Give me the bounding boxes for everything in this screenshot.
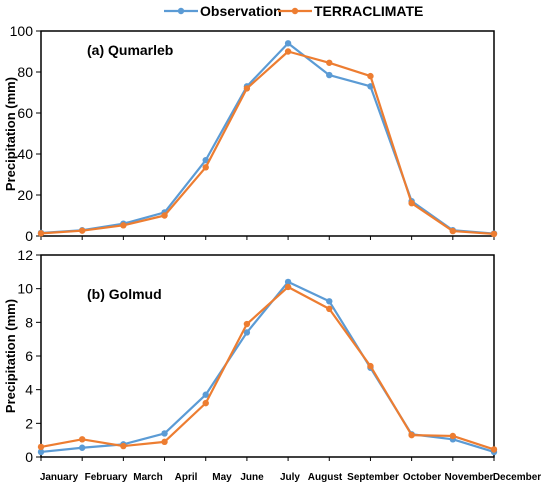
panel-a-ylabel: Precipitation (mm) bbox=[3, 77, 18, 191]
legend-observation-label: Observation bbox=[200, 3, 282, 19]
panel-a-point-terraclimate bbox=[78, 227, 86, 234]
panel-a-point-observation bbox=[326, 71, 333, 79]
panel-b-ytick-label: 10 bbox=[17, 281, 33, 297]
legend-entry-observation: Observation bbox=[164, 3, 282, 19]
panel-b-xtick-label: April bbox=[175, 472, 198, 483]
panel-b-ylabel: Precipitation (mm) bbox=[3, 299, 18, 413]
panel-b: (b) Golmud Precipitation (mm) 024681012 … bbox=[3, 247, 541, 483]
panel-b-xtick-label: September bbox=[347, 472, 399, 483]
panel-a-point-observation bbox=[202, 156, 209, 164]
panel-b-ytick-label: 8 bbox=[25, 314, 33, 330]
panel-b-ytick-label: 4 bbox=[25, 382, 33, 398]
panel-a-yticks: 0 20 40 60 80 100 bbox=[10, 23, 41, 244]
panel-b-xtick-label: July bbox=[280, 472, 300, 483]
panel-b-xtick-label: October bbox=[403, 472, 441, 483]
panel-a-series-line-terraclimate bbox=[40, 50, 495, 236]
panel-a-ytick-label: 0 bbox=[25, 228, 33, 244]
legend: Observation TERRACLIMATE bbox=[164, 3, 423, 19]
panel-b-series bbox=[37, 278, 498, 461]
panel-b-point-observation bbox=[326, 298, 333, 305]
legend-observation-marker bbox=[177, 7, 185, 15]
panel-b-point-terraclimate bbox=[284, 283, 292, 291]
panel-b-point-observation bbox=[202, 391, 209, 398]
panel-b-ytick-label: 12 bbox=[17, 247, 33, 263]
panel-a-point-terraclimate bbox=[367, 72, 374, 80]
panel-b-point-terraclimate bbox=[161, 438, 168, 446]
legend-terraclimate-label: TERRACLIMATE bbox=[314, 3, 423, 19]
panel-a-point-terraclimate bbox=[449, 227, 457, 235]
panel-a-ytick-label: 40 bbox=[17, 146, 33, 162]
panel-a-point-terraclimate bbox=[408, 200, 415, 207]
panel-a-point-terraclimate bbox=[326, 59, 333, 66]
panel-b-point-terraclimate bbox=[326, 305, 333, 313]
panel-a-title: (a) Qumarleb bbox=[87, 42, 173, 58]
panel-b-point-observation bbox=[78, 444, 86, 451]
panel-b-point-observation bbox=[243, 329, 251, 336]
panel-b-ytick-label: 2 bbox=[25, 415, 33, 431]
legend-terraclimate-marker bbox=[291, 7, 299, 15]
panel-b-point-terraclimate bbox=[78, 436, 86, 443]
panel-b-point-terraclimate bbox=[120, 442, 127, 450]
panel-a-point-terraclimate bbox=[243, 85, 251, 92]
panel-b-xticks: January February March April May June July Augu… bbox=[40, 472, 541, 483]
panel-b-point-observation bbox=[161, 430, 168, 437]
panel-a: (a) Qumarleb Precipitation (mm) 0 20 40 60 8… bbox=[3, 23, 498, 244]
panel-a-ytick-label: 60 bbox=[17, 105, 33, 121]
panel-b-xtick-label: November bbox=[445, 472, 494, 483]
panel-b-point-terraclimate bbox=[449, 432, 457, 440]
panel-a-point-terraclimate bbox=[490, 230, 498, 238]
panel-b-point-terraclimate bbox=[408, 431, 415, 439]
panel-a-ytick-label: 80 bbox=[17, 64, 33, 80]
panel-a-point-terraclimate bbox=[202, 164, 209, 171]
panel-b-ytick-label: 0 bbox=[25, 449, 33, 465]
panel-a-point-terraclimate bbox=[161, 212, 168, 219]
panel-b-point-observation bbox=[284, 278, 292, 286]
panel-b-xtick-label: December bbox=[493, 472, 541, 483]
legend-entry-terraclimate: TERRACLIMATE bbox=[278, 3, 423, 19]
panel-b-xtick-label: August bbox=[308, 472, 343, 483]
panel-a-point-observation bbox=[367, 83, 374, 90]
panel-b-series-line-observation bbox=[40, 280, 495, 454]
panel-a-point-terraclimate bbox=[284, 48, 292, 55]
panel-b-xtick-label: February bbox=[85, 472, 128, 483]
panel-a-ytick-label: 100 bbox=[10, 23, 34, 39]
panel-b-point-observation bbox=[37, 448, 45, 456]
panel-b-xtick-label: January bbox=[40, 472, 79, 483]
panel-b-point-terraclimate bbox=[367, 362, 374, 370]
panel-a-point-terraclimate bbox=[37, 230, 45, 237]
panel-b-xtick-label: March bbox=[133, 472, 162, 483]
panel-b-xtick-label: June bbox=[240, 472, 264, 483]
panel-b-series-line-terraclimate bbox=[40, 285, 495, 451]
panel-a-point-observation bbox=[284, 40, 292, 47]
panel-b-yticks: 0 2 4 6 8 10 12 bbox=[17, 247, 41, 465]
panel-b-point-terraclimate bbox=[37, 443, 45, 451]
panel-a-series-line-observation bbox=[40, 42, 495, 235]
panel-a-ytick-label: 20 bbox=[17, 187, 33, 203]
panel-b-point-terraclimate bbox=[202, 399, 209, 407]
panel-a-point-terraclimate bbox=[120, 222, 127, 229]
panel-a-series bbox=[37, 40, 498, 240]
panel-b-ytick-label: 6 bbox=[25, 348, 33, 364]
panel-b-xtick-label: May bbox=[212, 472, 232, 483]
panel-b-title: (b) Golmud bbox=[87, 286, 162, 302]
panel-b-point-terraclimate bbox=[243, 320, 251, 328]
panel-b-point-terraclimate bbox=[490, 446, 498, 453]
panel-a-frame bbox=[40, 30, 495, 237]
